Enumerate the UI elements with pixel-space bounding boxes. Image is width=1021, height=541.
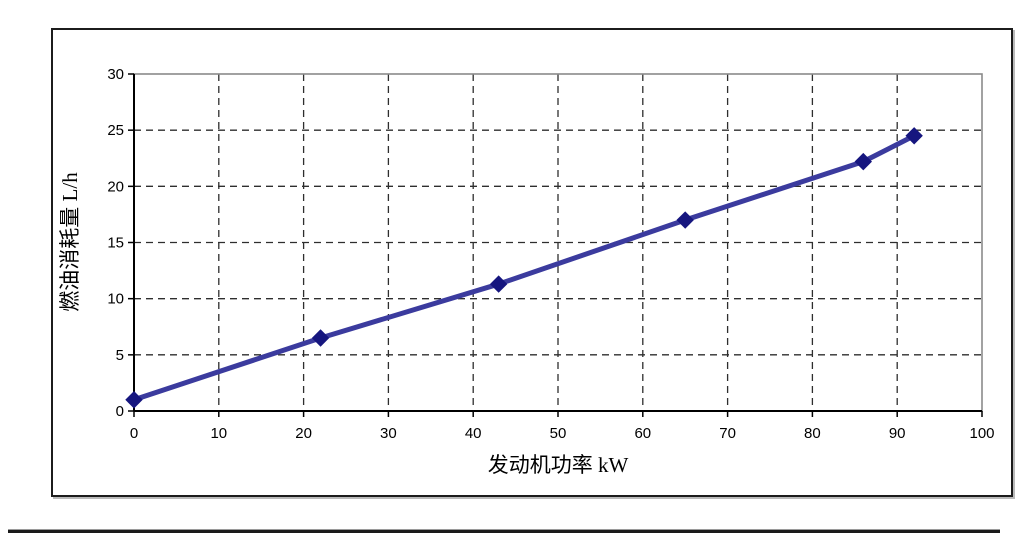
data-point-marker [676, 211, 694, 229]
x-tick-label: 100 [969, 425, 994, 442]
y-tick-label: 25 [107, 122, 124, 139]
y-tick-label: 30 [107, 66, 124, 83]
axis-layer: 0 10 20 30 40 50 60 70 80 90 100 0 5 10 15 20 25 30 [107, 66, 994, 442]
x-tick-label: 90 [889, 425, 906, 442]
x-axis-title: 发动机功率 kW [488, 453, 629, 477]
x-tick-label: 10 [210, 425, 227, 442]
data-point-marker [125, 391, 143, 409]
grid-layer [134, 74, 982, 411]
x-tick-label: 0 [130, 425, 138, 442]
y-axis-title: 燃油消耗量 L/h [58, 172, 82, 312]
chart-frame: 0 10 20 30 40 50 60 70 80 90 100 0 5 10 15 20 25 30 发动机功率… [51, 28, 1013, 497]
x-tick-label: 20 [295, 425, 312, 442]
data-point-marker [905, 127, 923, 145]
series-line [131, 133, 917, 403]
fuel-consumption-chart: 0 10 20 30 40 50 60 70 80 90 100 0 5 10 15 20 25 30 发动机功率… [58, 66, 995, 477]
data-point-marker [489, 275, 508, 293]
data-point-marker [854, 152, 872, 171]
x-tick-label: 30 [380, 425, 397, 442]
y-tick-label: 20 [107, 178, 124, 195]
y-tick-label: 10 [107, 291, 124, 308]
x-tick-label: 40 [465, 425, 482, 442]
y-tick-label: 15 [107, 235, 124, 252]
x-tick-label: 50 [550, 425, 567, 442]
x-tick-label: 60 [634, 425, 651, 442]
x-tick-label: 80 [804, 425, 821, 442]
horizontal-rule [8, 530, 1000, 533]
data-point-marker [311, 329, 330, 347]
series-layer [125, 127, 923, 409]
y-tick-label: 0 [116, 403, 124, 420]
x-tick-label: 70 [719, 425, 736, 442]
y-tick-label: 5 [116, 347, 124, 364]
